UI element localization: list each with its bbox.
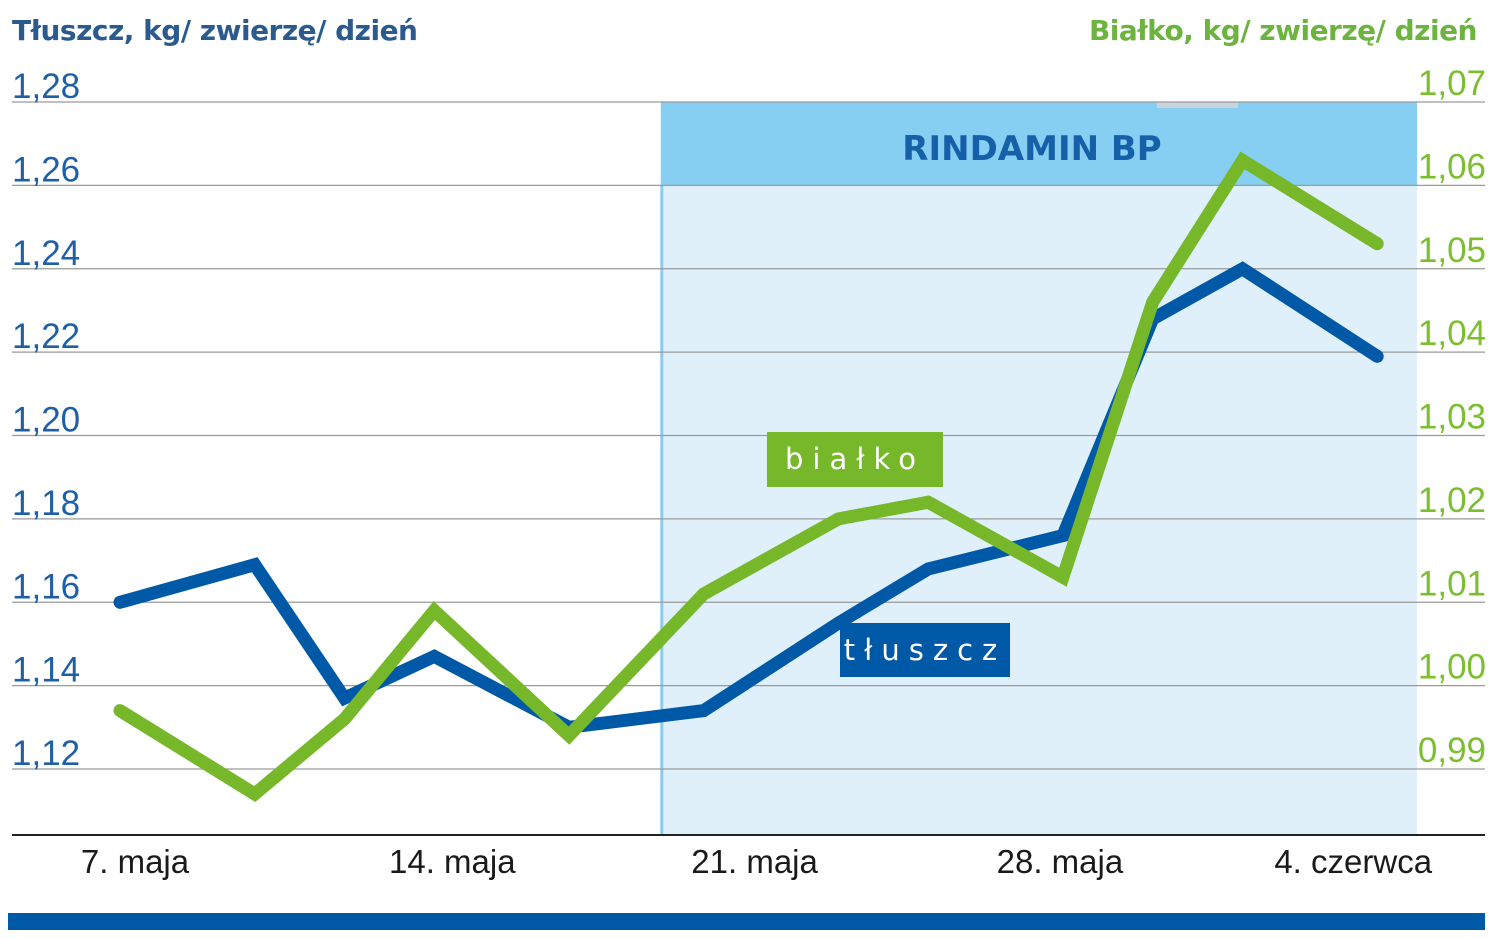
y-right-tick-label: 1,00 [1418, 648, 1486, 687]
series-line-bialko [113, 151, 1384, 802]
x-tick-label: 7. maja [81, 843, 190, 880]
y-right-tick-label: 1,06 [1418, 147, 1486, 186]
left-axis-title: Tłuszcz, kg/ zwierzę/ dzień [12, 14, 418, 47]
y-left-tick-label: 1,18 [12, 484, 80, 523]
series-label-bialko: białko [767, 432, 943, 487]
x-tick-label: 4. czerwca [1274, 843, 1432, 880]
y-right-tick-label: 1,04 [1418, 314, 1486, 353]
x-tick-label: 21. maja [691, 843, 818, 880]
shaded-region-label: RINDAMIN BP [902, 129, 1161, 169]
right-axis-title: Białko, kg/ zwierzę/ dzień [1088, 14, 1478, 47]
y-right-tick-label: 1,05 [1418, 231, 1486, 270]
x-tick-label: 14. maja [389, 843, 516, 880]
y-left-tick-label: 1,22 [12, 317, 80, 356]
header-tab-mark [1157, 102, 1238, 108]
y-left-tick-label: 1,12 [12, 734, 80, 773]
series-label-tluszcz: tłuszcz [840, 623, 1010, 677]
x-tick-label: 28. maja [997, 843, 1124, 880]
y-left-tick-label: 1,28 [12, 67, 80, 106]
y-right-tick-label: 1,01 [1418, 564, 1486, 603]
y-left-tick-label: 1,26 [12, 150, 80, 189]
y-left-tick-label: 1,20 [12, 401, 80, 440]
series-line-tluszcz [113, 261, 1384, 735]
y-left-tick-label: 1,24 [12, 234, 80, 273]
y-right-tick-label: 1,07 [1418, 64, 1486, 103]
y-left-tick-label: 1,16 [12, 567, 80, 606]
shaded-region-header [660, 102, 1417, 186]
y-left-tick-label: 1,14 [12, 651, 80, 690]
y-right-tick-label: 1,03 [1418, 398, 1486, 437]
y-right-tick-label: 1,02 [1418, 481, 1486, 520]
footer-bar [8, 913, 1485, 930]
y-right-tick-label: 0,99 [1418, 731, 1486, 770]
